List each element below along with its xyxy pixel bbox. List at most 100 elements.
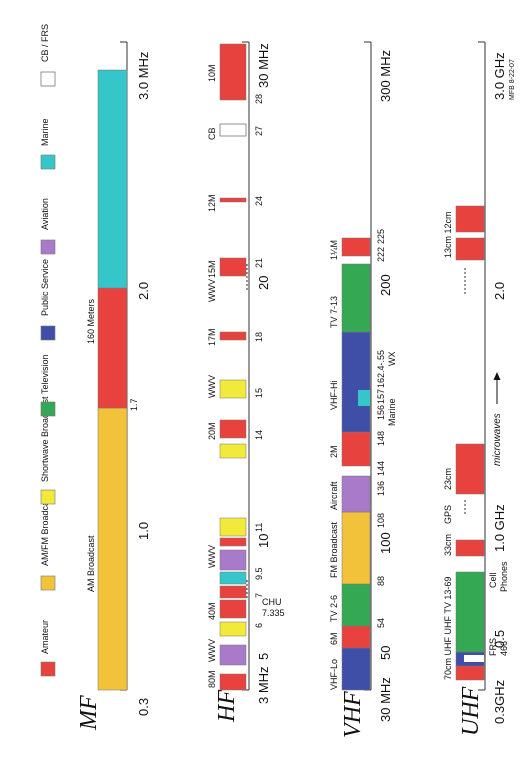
vhf-2m-label: 2M <box>329 445 339 458</box>
uhf-phones-label: Phones <box>499 561 509 592</box>
uhf-band-label: UHF <box>458 686 484 736</box>
legend-label-marine: Marine <box>40 118 50 146</box>
hf-start-tick: 3 MHz <box>256 666 271 704</box>
uhf-tick-2-0: 2.0 <box>492 282 507 300</box>
vhf-tv-7-13-block <box>341 263 371 333</box>
hf-wwv-label-5: WWV <box>207 639 217 662</box>
hf-chu-freq: 7.335 <box>262 608 285 618</box>
hf-10m-label: 10M <box>207 64 217 82</box>
legend-swatch-public-service <box>40 325 56 341</box>
mf-band-label: MF <box>76 695 102 731</box>
hf-wwv5-block <box>219 644 247 666</box>
legend-swatch-cb-frs <box>40 71 56 87</box>
vhf-wx-label: WX <box>387 352 397 367</box>
vhf-tick-100: 100 <box>378 532 393 554</box>
vhf-fm-broadcast-block <box>341 511 371 585</box>
vhf-tick-200: 200 <box>378 274 393 296</box>
uhf-start-tick: 0.3GHz <box>492 680 507 724</box>
legend-label-shortwave: Shortwave Broadcast <box>40 396 50 482</box>
vhf-fm-broadcast-label: FM Broadcast <box>329 521 339 578</box>
legend-swatch-shortwave <box>40 489 56 505</box>
hf-15m-label: 15M <box>207 260 217 278</box>
uhf-70cm-block <box>455 665 485 681</box>
uhf-frs-label: FRS <box>488 638 498 656</box>
mf-160-meters-label: 160 Meters <box>86 298 96 344</box>
mf-start-tick: 0.3 <box>136 698 151 716</box>
hf-10m-block <box>219 43 247 101</box>
uhf-title-line: 70cm UHF UHF TV 13-69 <box>443 577 453 680</box>
mf-160-meters-block <box>97 287 128 409</box>
vhf-2m-block <box>341 431 371 467</box>
uhf-cell-label: Cell <box>488 572 498 588</box>
hf-freq-11: 11 <box>254 523 264 532</box>
uhf-tv-block <box>455 571 485 653</box>
uhf-frs-block <box>464 655 484 662</box>
vhf-freq-108: 108 <box>376 513 386 528</box>
vhf-freq-225: 225 <box>376 229 386 244</box>
hf-15m-block <box>219 257 247 277</box>
uhf-33cm-block <box>455 539 485 557</box>
vhf-aircraft-label: Aircraft <box>329 481 339 510</box>
uhf-tick-0-5: 0.5 <box>492 630 507 648</box>
credit-label: MFB 8-22-07 <box>509 59 516 100</box>
vhf-freq-222: 222 <box>376 247 386 262</box>
vhf-6m-label: 6M <box>329 632 339 645</box>
hf-15-block <box>219 379 247 399</box>
hf-freq-28: 28 <box>254 94 264 104</box>
mf-marine-block <box>97 69 128 289</box>
legend-swatch-marine <box>40 154 56 170</box>
vhf-freq-162: 162.4-.55 <box>376 350 386 388</box>
legend-label-amateur: Amateur <box>40 620 50 654</box>
legend: Amateur AM/FM Broadcast Shortwave Broadc… <box>40 24 56 677</box>
hf-80m-label: 80M <box>207 670 217 688</box>
mf-tick-2-0: 2.0 <box>136 282 151 300</box>
vhf-hi-label: VHF-Hi <box>329 381 339 411</box>
legend-label-television: Television <box>40 354 50 394</box>
vhf-freq-157: 157 <box>376 389 386 404</box>
hf-cb-label: CB <box>207 127 217 140</box>
hf-end-tick: 30 MHz <box>256 43 271 88</box>
uhf-23cm-block <box>455 443 485 495</box>
vhf-end-tick: 300 MHz <box>378 50 393 102</box>
hf-11-block <box>219 517 247 537</box>
vhf-tick-50: 50 <box>378 646 393 660</box>
hf-cb-block <box>219 123 247 137</box>
hf-tick-5: 5 <box>256 653 271 660</box>
hf-wwv10-block <box>219 537 247 547</box>
hf-14-block <box>219 443 247 459</box>
hf-wwv-label-15: WWV <box>207 375 217 398</box>
hf-freq-14: 14 <box>254 430 264 440</box>
vhf-lo-label: VHF-Lo <box>329 659 339 690</box>
vhf-freq-144: 144 <box>376 461 386 476</box>
vhf-freq-54: 54 <box>376 618 386 628</box>
legend-swatch-amateur <box>40 661 56 677</box>
hf-freq-6: 6 <box>254 623 264 628</box>
legend-label-public-service: Public Service <box>40 259 50 316</box>
band-uhf: 70cm UHF UHF TV 13-69 GPS 33cm 23cm 13cm… <box>443 41 516 736</box>
hf-wwv-label-10: WWV <box>207 545 217 568</box>
mf-end-tick: 3.0 MHz <box>136 52 151 100</box>
vhf-freq-148: 148 <box>376 431 386 446</box>
mf-1-7-label: 1.7 <box>129 398 139 411</box>
hf-freq-18: 18 <box>254 332 264 342</box>
hf-freq-21: 21 <box>254 258 264 268</box>
microwaves-arrowhead <box>493 372 501 380</box>
hf-40m-label: 40M <box>207 602 217 620</box>
mf-am-broadcast-block <box>97 407 128 691</box>
hf-tick-20: 20 <box>256 276 271 290</box>
vhf-marine-label: Marine <box>387 398 397 426</box>
uhf-13cm-block <box>455 237 485 261</box>
hf-freq-15: 15 <box>254 388 264 398</box>
uhf-tick-1-0: 1.0 GHz <box>492 504 507 552</box>
vhf-freq-156: 156 <box>376 405 386 420</box>
vhf-6m-block <box>341 625 371 649</box>
hf-freq-7: 7 <box>254 593 264 598</box>
hf-80m-block <box>219 673 247 691</box>
vhf-freq-88: 88 <box>376 576 386 586</box>
hf-12m-block <box>219 197 247 203</box>
hf-marine-block <box>219 571 247 585</box>
hf-17m-label: 17M <box>207 328 217 346</box>
hf-40m-block <box>219 599 247 619</box>
